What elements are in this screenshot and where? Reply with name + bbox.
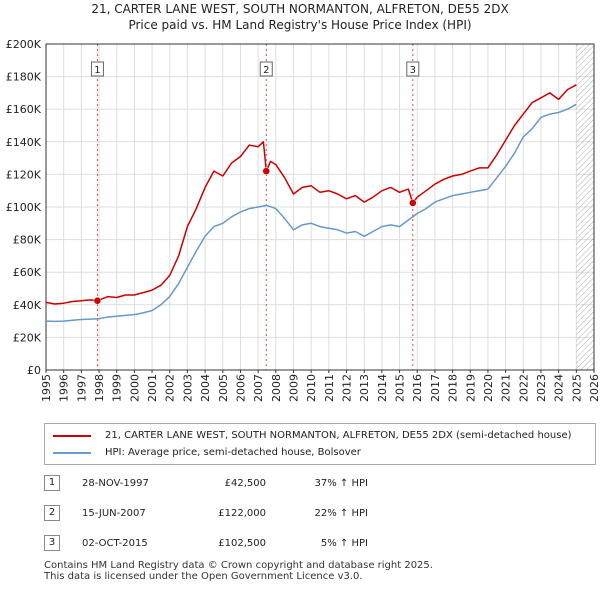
x-tick-label: 2002 (164, 374, 177, 402)
x-tick-label: 2022 (517, 374, 530, 402)
table-row: 2 15-JUN-2007 £122,000 22% ↑ HPI (44, 504, 444, 524)
y-tick-label: £60K (13, 266, 42, 279)
plot-frame (45, 43, 595, 371)
legend: 21, CARTER LANE WEST, SOUTH NORMANTON, A… (44, 423, 596, 465)
x-tick-label: 2008 (270, 374, 283, 402)
forecast-hatch-region (576, 44, 594, 370)
sale-label-box (259, 61, 273, 77)
y-tick-label: £40K (13, 299, 42, 312)
sale-price: £122,000 (218, 508, 266, 519)
x-tick-label: 2014 (376, 374, 389, 402)
table-row: 3 02-OCT-2015 £102,500 5% ↑ HPI (44, 534, 444, 554)
series-line-hpi (45, 103, 577, 323)
y-tick-label: £0 (27, 364, 41, 377)
x-tick-label: 2007 (252, 374, 265, 402)
x-tick-label: 2017 (429, 374, 442, 402)
sale-hpi-change: 5% ↑ HPI (320, 538, 368, 549)
sale-price: £42,500 (224, 478, 266, 489)
x-tick-label: 2026 (588, 374, 600, 402)
x-tick-label: 2010 (305, 374, 318, 402)
footer-licence: This data is licensed under the Open Gov… (44, 571, 363, 582)
sale-date: 02-OCT-2015 (82, 538, 148, 549)
sale-label-box (90, 61, 104, 77)
x-tick-label: 2025 (570, 374, 583, 402)
y-tick-label: £20K (13, 331, 42, 344)
x-tick-label: 2006 (234, 374, 247, 402)
x-tick-label: 2012 (341, 374, 354, 402)
x-tick-label: 2005 (217, 374, 230, 402)
legend-label-hpi: HPI: Average price, semi-detached house,… (105, 447, 361, 458)
x-tick-label: 1997 (75, 374, 88, 402)
sale-point (262, 167, 271, 175)
sale-label: 1 (94, 65, 100, 76)
y-tick-label: £140K (6, 136, 42, 149)
series-line-property (45, 84, 577, 305)
chart-title: 21, CARTER LANE WEST, SOUTH NORMANTON, A… (91, 2, 509, 16)
sale-label: 2 (263, 65, 269, 76)
x-tick-label: 2023 (535, 374, 548, 402)
sale-point (409, 199, 417, 207)
x-tick-label: 1998 (93, 374, 106, 402)
x-tick-label: 2009 (287, 374, 300, 402)
sale-label: 3 (410, 65, 416, 76)
x-tick-label: 2004 (199, 374, 212, 402)
sale-number-badge: 2 (44, 505, 60, 521)
y-tick-label: £180K (6, 71, 42, 84)
x-tick-label: 2003 (181, 374, 194, 402)
sale-date: 15-JUN-2007 (82, 508, 146, 519)
y-tick-label: £100K (6, 201, 42, 214)
x-tick-label: 1996 (58, 374, 71, 402)
x-tick-label: 2011 (323, 374, 336, 402)
x-tick-label: 1995 (40, 374, 53, 402)
x-tick-label: 2024 (553, 374, 566, 402)
chart-subtitle: Price paid vs. HM Land Registry's House … (128, 18, 472, 32)
sale-label-box (406, 61, 420, 77)
legend-label-property: 21, CARTER LANE WEST, SOUTH NORMANTON, A… (105, 430, 572, 441)
x-tick-label: 2021 (500, 374, 513, 402)
x-tick-label: 2019 (464, 374, 477, 402)
price-chart: £0 £20K £40K £60K £80K £100K £120K £140K £160K £1… (6, 38, 600, 402)
footer-copyright: Contains HM Land Registry data © Crown c… (44, 560, 433, 571)
y-tick-label: £80K (13, 234, 42, 247)
y-tick-label: £200K (6, 38, 42, 51)
table-row: 1 28-NOV-1997 £42,500 37% ↑ HPI (44, 474, 444, 494)
sale-hpi-change: 22% ↑ HPI (314, 508, 368, 519)
legend-swatch-property (53, 435, 91, 437)
sale-number-badge: 1 (44, 475, 60, 491)
x-tick-label: 2020 (482, 374, 495, 402)
sale-hpi-change: 37% ↑ HPI (314, 478, 368, 489)
x-tick-label: 2018 (447, 374, 460, 402)
x-tick-label: 2015 (394, 374, 407, 402)
legend-swatch-hpi (53, 452, 91, 454)
x-tick-label: 2013 (358, 374, 371, 402)
x-tick-label: 2001 (146, 374, 159, 402)
y-tick-label: £120K (6, 168, 42, 181)
y-tick-label: £160K (6, 103, 42, 116)
sale-date: 28-NOV-1997 (82, 478, 149, 489)
x-tick-label: 1999 (111, 374, 124, 402)
sale-point (93, 296, 102, 305)
sale-price: £102,500 (218, 538, 266, 549)
x-tick-label: 2016 (411, 374, 424, 402)
sale-number-badge: 3 (44, 535, 60, 551)
x-tick-label: 2000 (128, 374, 141, 402)
